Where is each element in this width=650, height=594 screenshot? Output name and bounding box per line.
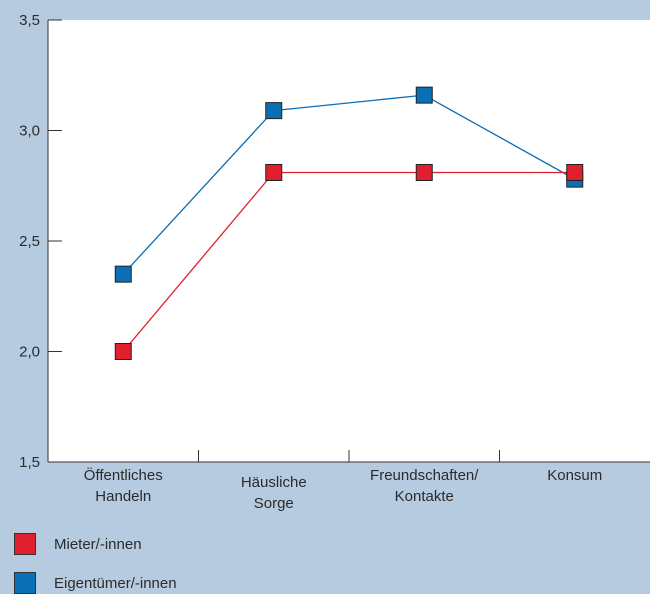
x-tick-label-line: Handeln [95,488,151,505]
series-line-0 [122,94,576,275]
x-tick-label: Konsum [547,467,602,484]
x-tick-label: Häusliche Sorge [241,474,307,512]
legend-item-renters: Mieter/-innen [14,533,142,555]
legend-swatch-owners [14,572,36,594]
series-1-point [265,163,283,181]
series-0-point [415,86,433,104]
y-tick-label: 2,0 [19,344,40,361]
series-1-point [114,343,132,360]
x-tick-label-line: Sorge [254,495,294,512]
x-tick-label-line: Öffentliches [84,466,163,484]
series-1-point [566,163,584,181]
y-tick-label: 2,5 [19,233,40,250]
y-tick-label: 3,5 [19,12,40,29]
series-line-1 [122,171,575,352]
series-1-point [415,163,433,181]
series-0-point [114,265,132,283]
legend-label-owners: Eigentümer/-innen [54,574,177,592]
x-tick-label-line: Freundschaften/ [370,467,479,484]
legend-label-renters: Mieter/-innen [54,535,142,553]
x-tick-label-line: Häusliche [241,474,307,491]
legend-item-owners: Eigentümer/-innen [14,572,177,594]
y-tick-label: 3,0 [19,123,40,140]
x-tick-label-line: Konsum [547,467,602,484]
y-tick-label: 1,5 [19,454,40,471]
legend-swatch-renters [14,533,36,555]
x-tick-label-line: Kontakte [395,488,454,505]
plot-area [48,20,650,462]
x-tick-label: Freundschaften/Kontakte [370,467,479,505]
x-tick-label: Öffentliches Handeln [84,466,163,505]
series-0-point [265,102,283,120]
